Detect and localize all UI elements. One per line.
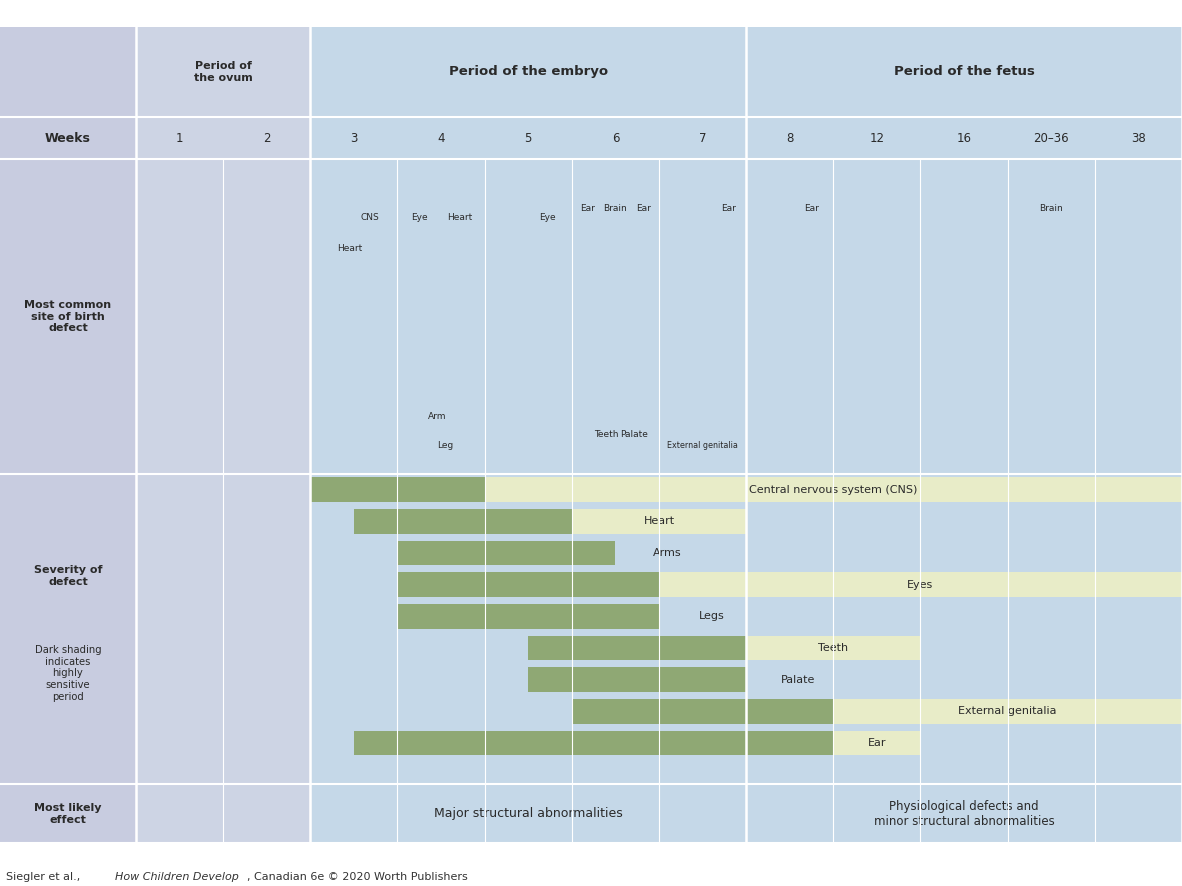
Text: 3: 3 xyxy=(350,132,357,144)
Text: Physiological defects and
minor structural abnormalities: Physiological defects and minor structur… xyxy=(873,800,1054,828)
Text: 38: 38 xyxy=(1131,132,1145,144)
Text: 16: 16 xyxy=(956,132,972,144)
Ellipse shape xyxy=(682,213,723,452)
Ellipse shape xyxy=(1053,137,1182,263)
Text: Arms: Arms xyxy=(654,548,682,558)
Ellipse shape xyxy=(326,279,382,385)
Text: Severity of
defect: Severity of defect xyxy=(34,565,102,587)
Text: Siegler et al.,: Siegler et al., xyxy=(6,872,84,882)
Text: CNS: CNS xyxy=(361,213,379,222)
Ellipse shape xyxy=(910,198,1018,466)
Text: Ear: Ear xyxy=(868,738,886,748)
Text: Period of the fetus: Period of the fetus xyxy=(894,66,1034,78)
Text: Ear: Ear xyxy=(636,204,651,213)
Ellipse shape xyxy=(762,207,817,458)
Text: Ear: Ear xyxy=(580,204,595,213)
Ellipse shape xyxy=(411,238,478,289)
Text: Period of
the ovum: Period of the ovum xyxy=(194,61,253,82)
Text: Weeks: Weeks xyxy=(45,132,91,144)
Ellipse shape xyxy=(838,202,916,462)
Text: 8: 8 xyxy=(786,132,793,144)
Text: 1: 1 xyxy=(176,132,183,144)
Text: Period of the embryo: Period of the embryo xyxy=(449,66,608,78)
Ellipse shape xyxy=(1050,195,1182,470)
Ellipse shape xyxy=(407,247,475,417)
Text: Palate: Palate xyxy=(621,430,649,439)
Ellipse shape xyxy=(820,175,937,263)
Text: 7: 7 xyxy=(699,132,707,144)
Text: 20–36: 20–36 xyxy=(1033,132,1069,144)
Text: Eye: Eye xyxy=(539,213,556,222)
Ellipse shape xyxy=(495,222,571,279)
Text: How Children Develop: How Children Develop xyxy=(115,872,239,882)
Text: Heart: Heart xyxy=(643,517,675,526)
Text: , Canadian 6e © 2020 Worth Publishers: , Canadian 6e © 2020 Worth Publishers xyxy=(247,872,468,882)
Text: Legs: Legs xyxy=(699,611,725,621)
Text: Dark shading
indicates
highly
sensitive
period: Dark shading indicates highly sensitive … xyxy=(34,645,102,702)
Ellipse shape xyxy=(980,197,1122,469)
Ellipse shape xyxy=(592,220,638,446)
Text: 12: 12 xyxy=(870,132,884,144)
Text: 2: 2 xyxy=(262,132,271,144)
Ellipse shape xyxy=(898,163,1032,263)
Text: Eyes: Eyes xyxy=(908,579,934,590)
Text: Heart: Heart xyxy=(337,244,362,253)
Text: Major structural abnormalities: Major structural abnormalities xyxy=(434,807,623,820)
Text: Central nervous system (CNS): Central nervous system (CNS) xyxy=(749,485,917,495)
Text: Ear: Ear xyxy=(804,204,819,213)
Text: Most common
site of birth
defect: Most common site of birth defect xyxy=(25,300,111,333)
Text: Teeth: Teeth xyxy=(595,430,619,439)
Text: Eye: Eye xyxy=(411,213,428,222)
Text: Heart: Heart xyxy=(448,213,473,222)
Text: Most likely
effect: Most likely effect xyxy=(34,803,102,825)
Text: Arm: Arm xyxy=(428,412,446,421)
Text: 6: 6 xyxy=(611,132,619,144)
Ellipse shape xyxy=(499,233,557,431)
Ellipse shape xyxy=(577,210,661,273)
Ellipse shape xyxy=(741,188,842,263)
Text: Leg: Leg xyxy=(437,441,454,450)
Ellipse shape xyxy=(660,198,752,267)
Text: External genitalia: External genitalia xyxy=(959,706,1057,717)
Text: 4: 4 xyxy=(437,132,444,144)
Text: Teeth: Teeth xyxy=(818,643,849,653)
Text: 5: 5 xyxy=(525,132,532,144)
Text: External genitalia: External genitalia xyxy=(667,441,738,450)
Text: Brain: Brain xyxy=(1039,204,1063,213)
Text: Palate: Palate xyxy=(781,674,816,685)
Ellipse shape xyxy=(329,263,379,301)
Text: Brain: Brain xyxy=(604,204,628,213)
Ellipse shape xyxy=(975,150,1126,263)
Text: Ear: Ear xyxy=(721,204,736,213)
